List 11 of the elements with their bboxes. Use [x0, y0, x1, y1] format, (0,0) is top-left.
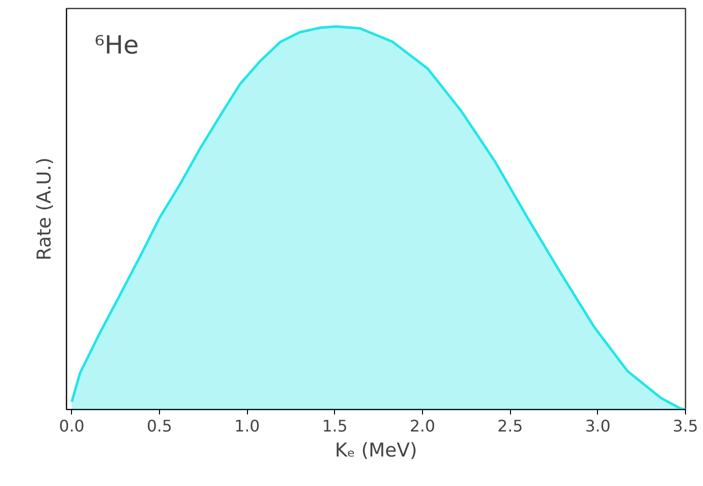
- y-axis-title: Rate (A.U.): [34, 157, 56, 261]
- x-tick-label: 3.0: [585, 416, 611, 436]
- x-tick-label: 1.5: [322, 416, 348, 436]
- x-tick-label: 1.0: [234, 416, 260, 436]
- x-tick-label: 2.0: [410, 416, 436, 436]
- x-tick-label: 2.5: [497, 416, 523, 436]
- x-axis-title: Kₑ (MeV): [334, 440, 418, 462]
- x-tick-label: 0.5: [146, 416, 172, 436]
- annotation: ⁶He: [94, 30, 139, 60]
- x-tick-label: 0.0: [59, 416, 84, 436]
- x-tick-label: 3.5: [672, 416, 698, 436]
